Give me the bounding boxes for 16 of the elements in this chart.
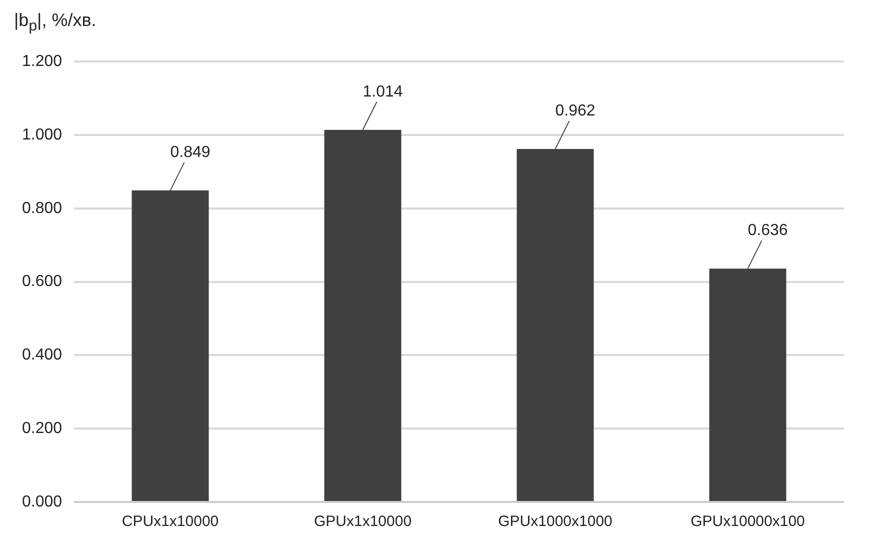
y-tick-label: 0.600 (22, 273, 62, 290)
data-label: 1.014 (362, 83, 403, 100)
x-tick-label: CPUx1x10000 (122, 513, 219, 530)
y-tick-label: 0.400 (22, 346, 62, 364)
y-tick-label: 0.000 (22, 493, 62, 510)
data-label: 0.849 (170, 144, 210, 161)
y-tick-label: 1.000 (22, 126, 62, 144)
y-axis-title: |b$_{p}$|, %/хв. (14, 10, 96, 35)
x-tick-label: GPUx1x10000 (314, 513, 412, 530)
x-tick-label: GPUx1000x1000 (498, 513, 612, 530)
y-tick-label: 0.200 (22, 420, 62, 438)
data-label: 0.962 (555, 102, 596, 120)
y-tick-label: 0.800 (22, 200, 62, 217)
data-label: 0.636 (748, 222, 788, 239)
y-tick-label: 1.200 (22, 53, 62, 70)
x-tick-label: GPUx10000x100 (690, 513, 805, 530)
